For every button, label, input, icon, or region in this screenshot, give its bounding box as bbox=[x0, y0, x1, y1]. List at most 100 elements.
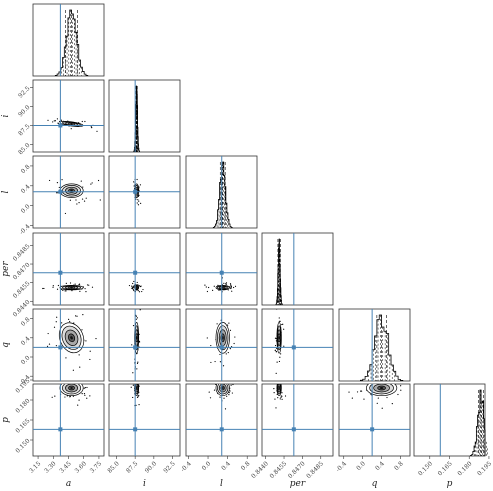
sample-point bbox=[43, 287, 45, 290]
sample-point bbox=[210, 344, 212, 347]
sample-point bbox=[278, 320, 280, 322]
sample-point bbox=[138, 341, 141, 343]
truth-marker bbox=[291, 427, 296, 432]
sample-point bbox=[219, 361, 222, 363]
density-i-p bbox=[109, 384, 180, 456]
sample-point bbox=[76, 315, 78, 317]
sample-point bbox=[131, 344, 133, 346]
density-i-q bbox=[109, 309, 180, 381]
panel-a-a bbox=[32, 3, 105, 77]
sample-point bbox=[274, 349, 276, 351]
panel-per-per bbox=[261, 232, 334, 306]
sample-point bbox=[62, 289, 64, 292]
sample-point bbox=[83, 387, 85, 389]
sample-point bbox=[275, 372, 277, 374]
sample-point bbox=[228, 392, 230, 394]
panel-per-i bbox=[108, 232, 181, 306]
sample-point bbox=[377, 397, 379, 399]
sample-point bbox=[91, 286, 94, 288]
sample-point bbox=[225, 353, 227, 355]
sample-point bbox=[78, 284, 80, 286]
panel-frame bbox=[32, 3, 105, 77]
density-a-p bbox=[33, 384, 104, 456]
y-tick-label: 85.0 bbox=[17, 142, 32, 157]
sample-point bbox=[400, 389, 402, 391]
sample-point bbox=[85, 290, 87, 293]
sample-point bbox=[223, 397, 225, 399]
sample-point bbox=[209, 397, 212, 399]
sample-point bbox=[138, 200, 140, 202]
sample-point bbox=[138, 291, 141, 293]
density-peak bbox=[278, 336, 281, 340]
y-tick-label: 0.8470 bbox=[12, 261, 32, 281]
sample-point bbox=[230, 345, 233, 348]
sample-point bbox=[226, 324, 229, 326]
panel-p-l: -0.4 0.0 0.4 0.8 l bbox=[180, 383, 258, 489]
sample-point bbox=[70, 128, 72, 130]
sample-point bbox=[78, 202, 80, 204]
sample-point bbox=[205, 286, 207, 288]
panel-frame bbox=[108, 308, 181, 382]
sample-point bbox=[363, 398, 365, 400]
density-a-i bbox=[33, 80, 104, 152]
sample-point bbox=[234, 285, 237, 287]
sample-point bbox=[71, 290, 73, 292]
y-tick-label: 0.0 bbox=[20, 203, 32, 215]
sample-point bbox=[233, 286, 235, 289]
sample-point bbox=[81, 120, 83, 123]
sample-point bbox=[64, 290, 66, 292]
sample-point bbox=[84, 288, 86, 290]
sample-point bbox=[219, 353, 221, 356]
truth-marker bbox=[58, 427, 63, 432]
density-q-p bbox=[339, 384, 410, 456]
density-per-p bbox=[262, 384, 333, 456]
x-tick-label: -0.4 bbox=[335, 460, 348, 473]
sample-point bbox=[215, 384, 217, 385]
sample-point bbox=[57, 192, 59, 194]
sample-point bbox=[139, 309, 141, 311]
panel-p-p: 0.150 0.165 0.180 0.195 p bbox=[413, 383, 493, 489]
sample-point bbox=[130, 386, 132, 388]
sample-point bbox=[80, 180, 82, 182]
sample-point bbox=[79, 366, 81, 368]
y-tick-label: 0.165 bbox=[14, 417, 31, 434]
sample-point bbox=[83, 200, 86, 202]
sample-point bbox=[52, 121, 54, 123]
sample-point bbox=[60, 119, 63, 121]
panel-i-i bbox=[108, 79, 181, 153]
x-axis-label-per: per bbox=[290, 479, 306, 489]
sample-point bbox=[140, 202, 142, 204]
sample-point bbox=[229, 283, 232, 285]
panel-l-i bbox=[108, 155, 181, 229]
panel-frame bbox=[338, 383, 411, 457]
y-tick-label: 0.8455 bbox=[12, 280, 32, 300]
x-tick-label: -0.4 bbox=[180, 460, 193, 473]
y-tick-label: 0.150 bbox=[14, 437, 31, 454]
x-tick-label: 85.0 bbox=[106, 460, 121, 475]
y-axis-label-q: q bbox=[1, 342, 11, 348]
sample-point bbox=[75, 315, 77, 317]
x-tick-label: 0.8470 bbox=[287, 460, 307, 480]
sample-point bbox=[136, 202, 138, 204]
sample-point bbox=[351, 397, 353, 399]
sample-point bbox=[133, 284, 135, 287]
sample-point bbox=[73, 322, 75, 324]
sample-point bbox=[99, 199, 101, 201]
sample-point bbox=[77, 404, 79, 406]
panel-per-l bbox=[185, 232, 258, 306]
sample-point bbox=[132, 396, 134, 399]
truth-marker bbox=[219, 427, 224, 432]
density-peak bbox=[70, 122, 73, 125]
sample-point bbox=[137, 290, 139, 292]
y-axis-label-per: per bbox=[1, 261, 11, 277]
sample-point bbox=[52, 285, 54, 287]
x-tick-label: 3.45 bbox=[58, 460, 73, 475]
sample-point bbox=[213, 285, 215, 287]
sample-point bbox=[275, 351, 277, 353]
x-tick-label: 0.4 bbox=[220, 460, 232, 472]
sample-point bbox=[56, 192, 58, 194]
sample-point bbox=[91, 182, 93, 184]
sample-point bbox=[138, 404, 140, 406]
sample-point bbox=[138, 395, 140, 397]
